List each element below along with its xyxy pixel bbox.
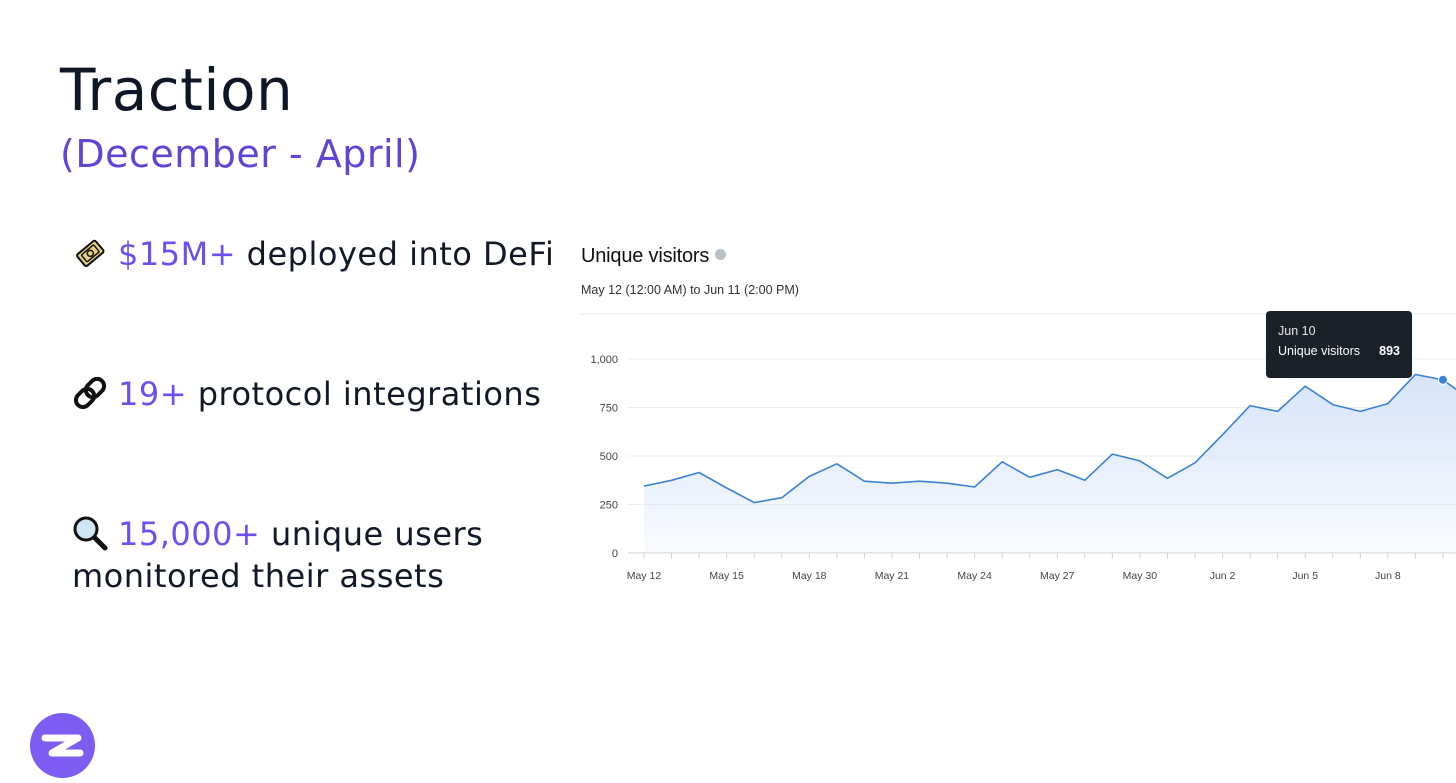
- tooltip-label: Unique visitors: [1278, 344, 1360, 358]
- data-point[interactable]: [1329, 401, 1337, 409]
- visitors-chart[interactable]: 0 250 500 750 1,000 May 12 May 15 May 18 May 21 M…: [580, 300, 1456, 600]
- y-tick-label: 500: [600, 451, 618, 463]
- stat-integrations-value: 19+: [118, 375, 188, 413]
- stat-deployed-value: $15M+: [118, 235, 236, 273]
- slide-subtitle: (December - April): [60, 132, 421, 176]
- data-point[interactable]: [1384, 400, 1392, 408]
- data-point[interactable]: [778, 494, 786, 502]
- money-bag-icon: [72, 235, 108, 271]
- data-point[interactable]: [1053, 466, 1061, 474]
- data-point[interactable]: [833, 460, 841, 468]
- data-point[interactable]: [860, 477, 868, 485]
- highlighted-point[interactable]: [1437, 374, 1448, 385]
- data-point[interactable]: [943, 479, 951, 487]
- data-point[interactable]: [888, 479, 896, 487]
- stat-integrations: 19+ protocol integrations: [72, 373, 541, 415]
- data-point[interactable]: [1219, 431, 1227, 439]
- chart-date-range: May 12 (12:00 AM) to Jun 11 (2:00 PM): [581, 283, 799, 297]
- data-point[interactable]: [723, 484, 731, 492]
- magnifying-glass-icon: [72, 515, 108, 551]
- info-icon[interactable]: [715, 249, 727, 260]
- x-tick-label: May 21: [875, 570, 910, 582]
- stat-integrations-label: protocol integrations: [187, 375, 542, 413]
- y-tick-label: 0: [612, 548, 618, 560]
- x-tick-label: Jun 5: [1292, 570, 1318, 582]
- x-tick-label: Jun 2: [1210, 570, 1236, 582]
- tooltip-value: 893: [1379, 344, 1400, 358]
- data-point[interactable]: [1191, 459, 1199, 467]
- data-point[interactable]: [971, 483, 979, 491]
- stat-deployed: $15M+ deployed into DeFi: [72, 233, 554, 275]
- data-point[interactable]: [1411, 371, 1419, 379]
- tooltip-date: Jun 10: [1278, 324, 1316, 338]
- y-tick-label: 1,000: [590, 354, 618, 366]
- company-logo: [30, 713, 95, 778]
- series-line: [643, 373, 1456, 504]
- chart-tooltip: Jun 10 Unique visitors 893: [1266, 311, 1412, 378]
- data-point[interactable]: [695, 468, 703, 476]
- chart-points[interactable]: [640, 371, 1456, 507]
- x-tick-label: May 18: [792, 570, 827, 582]
- y-tick-label: 250: [600, 500, 618, 512]
- stat-users: 15,000+ unique users monitored their ass…: [72, 513, 542, 597]
- chart-x-axis: [643, 553, 1444, 559]
- data-point[interactable]: [1246, 402, 1254, 410]
- x-tick-label: May 15: [709, 570, 744, 582]
- stat-deployed-label: deployed into DeFi: [236, 235, 555, 273]
- data-point[interactable]: [1274, 407, 1282, 415]
- series-area: [644, 374, 1456, 553]
- chart-title-text: Unique visitors: [581, 245, 710, 267]
- x-tick-label: May 27: [1040, 570, 1075, 582]
- logo-mark-icon: [41, 734, 84, 757]
- link-chain-icon: [72, 375, 108, 411]
- data-point[interactable]: [805, 472, 813, 480]
- data-point[interactable]: [668, 476, 676, 484]
- data-point[interactable]: [1136, 457, 1144, 465]
- data-point[interactable]: [1026, 473, 1034, 481]
- slide-title: Traction: [60, 56, 294, 124]
- chart-labels: 0 250 500 750 1,000 May 12 May 15 May 18 May 21 M…: [590, 354, 1400, 582]
- x-tick-label: May 12: [627, 570, 662, 582]
- data-point[interactable]: [998, 458, 1006, 466]
- data-point[interactable]: [750, 499, 758, 507]
- data-point[interactable]: [1356, 407, 1364, 415]
- x-tick-label: May 30: [1123, 570, 1158, 582]
- data-point[interactable]: [640, 482, 648, 490]
- x-tick-label: May 24: [957, 570, 992, 582]
- data-point[interactable]: [1081, 476, 1089, 484]
- chart-area-layer: [643, 373, 1456, 553]
- data-point[interactable]: [1163, 474, 1171, 482]
- stat-users-label: unique users monitored their assets: [72, 515, 484, 595]
- data-point[interactable]: [1301, 382, 1309, 390]
- data-point[interactable]: [916, 477, 924, 485]
- data-point[interactable]: [1108, 450, 1116, 458]
- stat-users-value: 15,000+: [118, 515, 261, 553]
- x-tick-label: Jun 8: [1375, 570, 1401, 582]
- chart-title: Unique visitors: [581, 245, 727, 268]
- y-tick-label: 750: [600, 403, 618, 415]
